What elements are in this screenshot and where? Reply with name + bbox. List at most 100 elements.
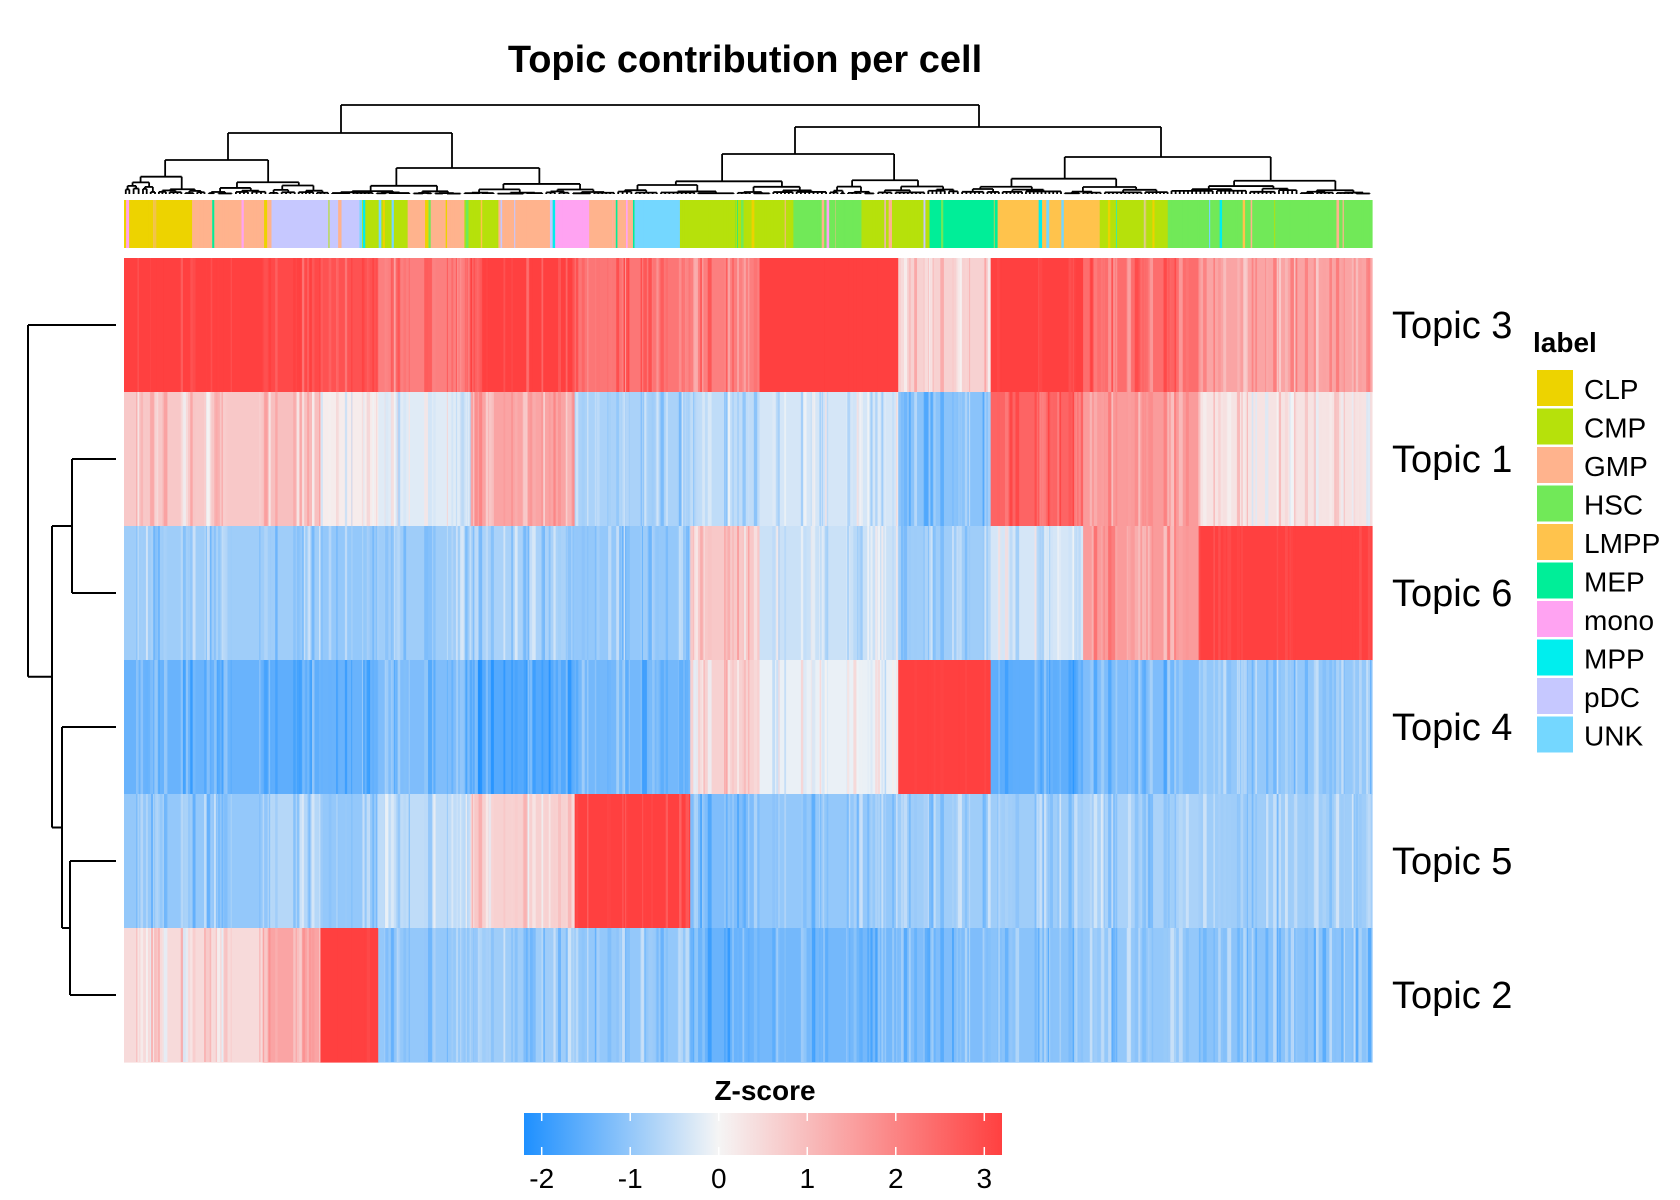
heatmap-cell-stripe: [385, 258, 389, 392]
heatmap-cell-stripe: [275, 526, 278, 660]
heatmap-cell-stripe: [1004, 928, 1009, 1062]
heatmap-cell-stripe: [344, 928, 348, 1062]
heatmap-cell-stripe: [644, 526, 647, 660]
annotation-stripe: [751, 200, 755, 248]
heatmap-cell-stripe: [351, 526, 353, 660]
annotation-stripe: [745, 200, 747, 248]
heatmap-cell-stripe: [268, 526, 271, 660]
heatmap-cell-stripe: [622, 258, 624, 392]
annotation-stripe: [316, 200, 319, 248]
heatmap-cell-stripe: [1251, 794, 1254, 928]
heatmap-cell-stripe: [924, 258, 929, 392]
heatmap-cell-stripe: [213, 928, 217, 1062]
heatmap-cell-stripe: [1341, 526, 1344, 660]
annotation-stripe: [378, 200, 382, 248]
heatmap-cell-stripe: [541, 794, 544, 928]
heatmap-column-cluster: [1198, 258, 1373, 1063]
heatmap-cell-stripe: [1138, 392, 1141, 526]
heatmap-cell-stripe: [1047, 526, 1049, 660]
heatmap-cell-stripe: [742, 526, 745, 660]
annotation-stripe: [1271, 200, 1275, 248]
heatmap-cell-stripe: [694, 794, 699, 928]
heatmap-cell-stripe: [853, 660, 857, 794]
heatmap-cell-stripe: [451, 258, 454, 392]
heatmap-cell-stripe: [1352, 660, 1356, 794]
heatmap-cell-stripe: [1134, 258, 1139, 392]
heatmap-cell-stripe: [648, 660, 652, 794]
heatmap-cell-stripe: [461, 794, 465, 928]
heatmap-cell-stripe: [137, 660, 139, 794]
heatmap-cell-stripe: [465, 928, 468, 1062]
heatmap-cell-stripe: [665, 794, 669, 928]
heatmap-cell-stripe: [363, 526, 365, 660]
heatmap-cell-stripe: [1366, 526, 1369, 660]
heatmap-cell-stripe: [455, 392, 458, 526]
heatmap-cell-stripe: [213, 392, 217, 526]
annotation-stripe: [473, 200, 476, 248]
heatmap-cell-stripe: [465, 258, 468, 392]
heatmap-cell-stripe: [301, 660, 305, 794]
heatmap-cell-stripe: [503, 928, 506, 1062]
annotation-stripe: [587, 200, 590, 248]
heatmap-cell: [898, 258, 992, 393]
heatmap-cell-stripe: [397, 258, 401, 392]
annotation-stripe: [933, 200, 935, 248]
heatmap-cell-stripe: [363, 794, 365, 928]
heatmap-cell-stripe: [351, 928, 353, 1062]
heatmap-cell: [898, 660, 992, 795]
heatmap-cell-stripe: [821, 794, 824, 928]
heatmap-cell-stripe: [1115, 928, 1118, 1062]
heatmap-cell-stripe: [727, 526, 731, 660]
heatmap-cell-stripe: [1185, 660, 1189, 794]
heatmap-cell-stripe: [772, 660, 776, 794]
heatmap-cell-stripe: [204, 392, 207, 526]
heatmap-cell-stripe: [824, 928, 827, 1062]
heatmap-cell-stripe: [656, 928, 659, 1062]
heatmap-cell-stripe: [892, 258, 895, 392]
heatmap-cell-stripe: [707, 794, 712, 928]
heatmap-cell-stripe: [622, 392, 624, 526]
heatmap-column-cluster: [574, 258, 691, 1063]
heatmap-cell-stripe: [1142, 660, 1147, 794]
heatmap-cell-stripe: [376, 794, 378, 928]
heatmap-cell-stripe: [747, 392, 750, 526]
heatmap-cell-stripe: [1115, 526, 1118, 660]
heatmap-cell-stripe: [548, 258, 551, 392]
heatmap-cell-stripe: [700, 928, 703, 1062]
heatmap-cell-stripe: [821, 526, 824, 660]
annotation-stripe: [258, 200, 261, 248]
heatmap-cell-stripe: [587, 258, 589, 392]
heatmap-cell-stripe: [553, 928, 556, 1062]
heatmap-cell-stripe: [424, 526, 429, 660]
heatmap-cell-stripe: [320, 392, 323, 526]
annotation-stripe: [791, 200, 793, 248]
heatmap-cell-stripe: [446, 392, 448, 526]
heatmap-cell-stripe: [896, 928, 899, 1062]
heatmap-cell-stripe: [1147, 392, 1151, 526]
heatmap-cell-stripe: [853, 794, 857, 928]
heatmap-cell-stripe: [824, 258, 827, 392]
heatmap-cell-stripe: [1041, 392, 1045, 526]
annotation-stripe: [1219, 200, 1223, 248]
heatmap-cell-stripe: [622, 794, 624, 928]
heatmap-cell-stripe: [1290, 258, 1295, 392]
heatmap-cell-stripe: [660, 928, 664, 1062]
heatmap-cell-stripe: [1236, 258, 1240, 392]
heatmap-cell-stripe: [217, 258, 221, 392]
heatmap-cell-stripe: [1142, 392, 1147, 526]
heatmap-cell-stripe: [299, 392, 303, 526]
heatmap-cell-stripe: [933, 794, 936, 928]
heatmap-cell-stripe: [1000, 392, 1002, 526]
heatmap-cell-stripe: [594, 526, 597, 660]
heatmap-cell-stripe: [230, 258, 232, 392]
heatmap-cell-stripe: [268, 794, 271, 928]
heatmap-cell-stripe: [826, 526, 829, 660]
heatmap-cell-stripe: [1304, 258, 1309, 392]
heatmap-cell: [898, 392, 992, 527]
heatmap-cell-stripe: [372, 794, 374, 928]
heatmap-cell-stripe: [772, 794, 776, 928]
heatmap-cell-stripe: [616, 526, 620, 660]
annotation-stripe: [1328, 200, 1331, 248]
heatmap-cell-stripe: [217, 392, 221, 526]
